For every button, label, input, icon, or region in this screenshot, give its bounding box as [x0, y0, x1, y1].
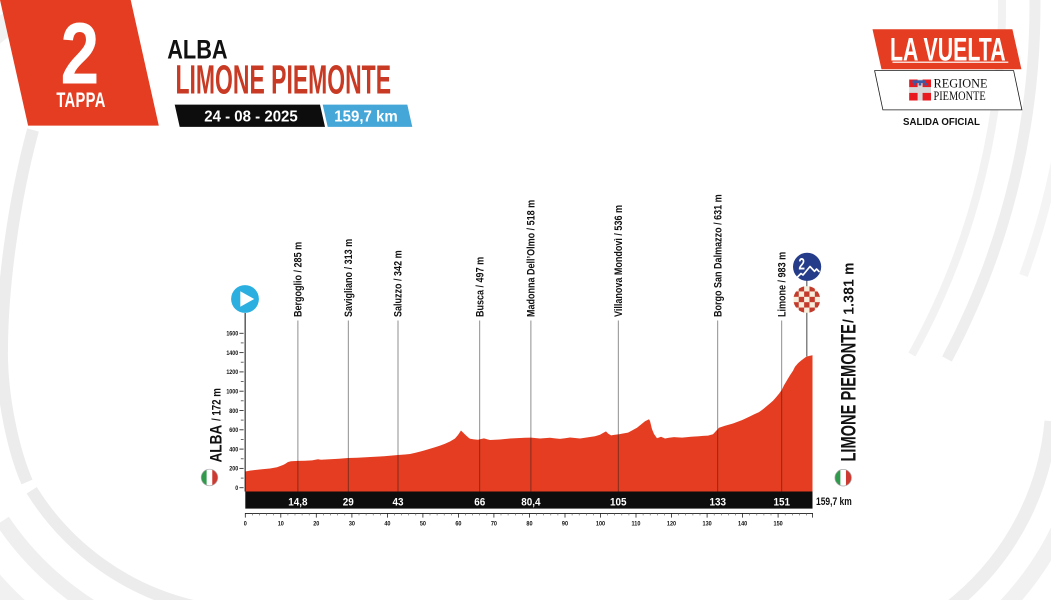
svg-text:Busca / 497 m: Busca / 497 m: [475, 257, 487, 317]
svg-text:151: 151: [773, 497, 790, 509]
svg-text:100: 100: [596, 521, 606, 527]
svg-text:140: 140: [738, 521, 748, 527]
svg-text:159,7 km: 159,7 km: [334, 108, 397, 125]
svg-text:400: 400: [229, 447, 238, 453]
svg-text:ALBA: ALBA: [167, 35, 228, 65]
svg-text:1600: 1600: [226, 331, 238, 337]
svg-text:159,7 km: 159,7 km: [816, 496, 852, 508]
svg-text:150: 150: [773, 521, 783, 527]
svg-text:70: 70: [491, 521, 498, 527]
svg-text:TAPPA: TAPPA: [56, 89, 105, 112]
svg-text:1400: 1400: [226, 351, 238, 357]
svg-text:800: 800: [229, 408, 238, 414]
svg-text:2: 2: [798, 256, 804, 275]
svg-text:LIMONE PIEMONTE: LIMONE PIEMONTE: [836, 324, 861, 461]
svg-text:40: 40: [384, 521, 391, 527]
svg-text:14,8: 14,8: [288, 497, 307, 509]
svg-text:Savigliano / 313 m: Savigliano / 313 m: [343, 239, 355, 317]
svg-text:Bergoglio / 285 m: Bergoglio / 285 m: [293, 242, 305, 317]
svg-text:0: 0: [235, 486, 238, 492]
svg-text:ALBA: ALBA: [207, 425, 226, 463]
svg-text:SALIDA OFICIAL: SALIDA OFICIAL: [903, 117, 980, 128]
svg-text:Madonna Dell’Olmo / 518 m: Madonna Dell’Olmo / 518 m: [526, 200, 538, 317]
svg-text:0: 0: [244, 521, 248, 527]
svg-text:43: 43: [392, 497, 403, 509]
svg-text:105: 105: [610, 497, 627, 509]
svg-text:/ 172 m: / 172 m: [211, 388, 224, 423]
svg-text:50: 50: [420, 521, 427, 527]
svg-text:20: 20: [313, 521, 320, 527]
svg-text:29: 29: [343, 497, 354, 509]
svg-text:133: 133: [709, 497, 726, 509]
svg-text:/ 1.381 m: / 1.381 m: [840, 262, 856, 323]
svg-text:LIMONE PIEMONTE: LIMONE PIEMONTE: [176, 56, 392, 102]
svg-text:PIEMONTE: PIEMONTE: [934, 90, 986, 103]
svg-text:80,4: 80,4: [521, 497, 540, 509]
svg-text:200: 200: [229, 466, 238, 472]
svg-text:90: 90: [562, 521, 569, 527]
svg-text:LA VUELTA: LA VUELTA: [890, 31, 1006, 68]
svg-text:30: 30: [349, 521, 356, 527]
svg-text:600: 600: [229, 428, 238, 434]
svg-text:Villanova Mondovì / 536 m: Villanova Mondovì / 536 m: [613, 205, 625, 317]
svg-text:130: 130: [702, 521, 712, 527]
svg-text:REGIONE: REGIONE: [934, 77, 988, 91]
svg-text:60: 60: [455, 521, 462, 527]
svg-text:10: 10: [278, 521, 285, 527]
svg-text:Limone / 983 m: Limone / 983 m: [777, 252, 789, 317]
svg-text:Saluzzo / 342 m: Saluzzo / 342 m: [393, 250, 405, 317]
svg-text:110: 110: [632, 521, 641, 527]
svg-text:1000: 1000: [226, 389, 238, 395]
svg-text:Borgo San Dalmazzo / 631 m: Borgo San Dalmazzo / 631 m: [713, 194, 725, 317]
svg-text:1200: 1200: [226, 370, 238, 376]
svg-text:66: 66: [474, 497, 485, 509]
svg-text:2: 2: [60, 5, 99, 102]
svg-text:120: 120: [667, 521, 677, 527]
svg-text:80: 80: [526, 521, 533, 527]
svg-text:24 - 08 - 2025: 24 - 08 - 2025: [204, 108, 298, 125]
